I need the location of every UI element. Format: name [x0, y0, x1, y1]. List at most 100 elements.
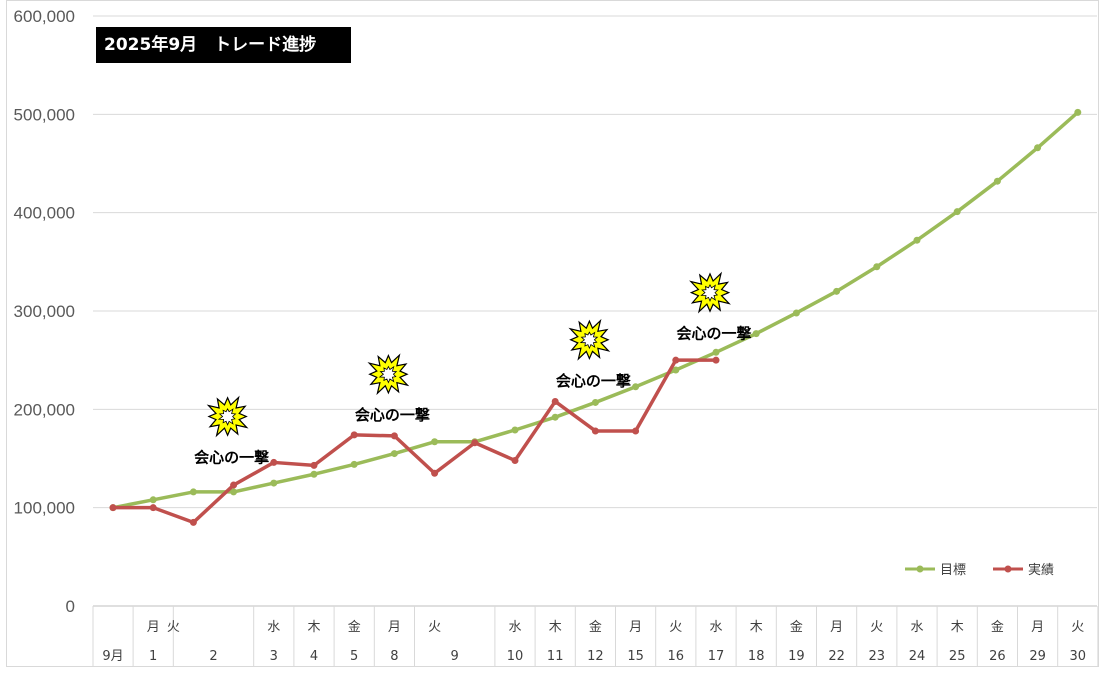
x-tick-label: 12 [587, 649, 604, 664]
x-tick-label: 25 [949, 649, 966, 664]
data-point [632, 427, 640, 435]
x-tick-label: 19 [788, 649, 805, 664]
data-point [350, 431, 358, 439]
x-weekday-label: 火 [1071, 620, 1084, 635]
data-point [672, 366, 680, 374]
x-weekday-label: 水 [709, 620, 722, 635]
x-weekday-label: 木 [307, 620, 320, 635]
y-tick-label: 400,000 [14, 204, 75, 223]
x-weekday-label: 火 [669, 620, 682, 635]
legend-marker [1004, 565, 1012, 573]
chart-area [6, 0, 1099, 667]
x-weekday-label: 月 [147, 620, 160, 635]
data-point [712, 356, 720, 364]
y-tick-label: 500,000 [14, 105, 75, 124]
x-weekday-label: 水 [267, 620, 280, 635]
data-point [752, 330, 760, 338]
data-point [189, 518, 197, 526]
data-point [390, 432, 398, 440]
x-tick-label: 29 [1029, 649, 1046, 664]
x-weekday-label: 水 [508, 620, 521, 635]
data-point [431, 438, 439, 446]
annotation-label: 会心の一撃 [355, 406, 430, 424]
data-point [712, 348, 720, 356]
x-tick-label: 10 [507, 649, 524, 664]
data-point [591, 427, 599, 435]
data-point [511, 426, 519, 434]
data-point [953, 208, 961, 216]
data-point [873, 263, 881, 271]
data-point [511, 456, 519, 464]
y-tick-label: 100,000 [14, 499, 75, 518]
x-tick-label: 18 [748, 649, 765, 664]
x-weekday-label: 金 [589, 619, 602, 635]
burst-icon-center [700, 284, 719, 302]
data-point [189, 488, 197, 496]
x-weekday-label: 金 [348, 619, 361, 635]
burst-icon-center [378, 365, 398, 384]
x-weekday-label: 金 [991, 619, 1004, 635]
data-point [270, 458, 278, 466]
x-tick-label: 11 [547, 649, 564, 664]
x-tick-label: 23 [869, 649, 886, 664]
x-weekday-label: 火 [870, 620, 883, 635]
y-tick-label: 300,000 [14, 302, 75, 321]
y-tick-label: 0 [66, 597, 75, 616]
x-tick-label: 9 [451, 649, 459, 664]
burst-icon-center [217, 408, 237, 426]
x-tick-label: 2 [209, 649, 217, 664]
annotation-label: 会心の一撃 [676, 325, 751, 343]
x-weekday-label: 月 [629, 620, 642, 635]
annotation-label: 会心の一撃 [194, 449, 269, 467]
y-tick-label: 200,000 [14, 400, 75, 419]
data-point [471, 439, 479, 447]
data-point [551, 413, 559, 421]
data-point [149, 496, 157, 504]
legend-label: 目標 [940, 563, 966, 578]
x-tick-label: 15 [627, 649, 644, 664]
data-point [270, 479, 278, 487]
x-weekday-label: 木 [750, 620, 763, 635]
data-point [993, 177, 1001, 185]
x-tick-label: 4 [310, 649, 318, 664]
x-tick-label: 24 [909, 649, 926, 664]
x-weekday-label: 木 [549, 620, 562, 635]
data-point [310, 461, 318, 469]
data-point [551, 397, 559, 405]
x-weekday-label: 月 [830, 620, 843, 635]
x-tick-label: 26 [989, 649, 1006, 664]
x-weekday-label: 月 [388, 620, 401, 635]
data-point [109, 504, 117, 512]
x-weekday-label: 火 [428, 620, 441, 635]
x-tick-label: 22 [828, 649, 845, 664]
data-point [310, 470, 318, 478]
x-tick-label: 5 [350, 649, 358, 664]
data-point [913, 236, 921, 244]
data-point [833, 287, 841, 295]
data-point [792, 309, 800, 317]
legend-label: 実績 [1028, 562, 1054, 578]
data-point [350, 460, 358, 468]
x-tick-label: 16 [668, 649, 685, 664]
data-point [632, 383, 640, 391]
data-point [591, 398, 599, 406]
data-point [149, 504, 157, 512]
x-tick-label: 8 [390, 649, 398, 664]
x-tick-label: 30 [1070, 649, 1087, 664]
data-point [431, 469, 439, 477]
x-weekday-label: 水 [910, 620, 923, 635]
x-tick-label: 3 [270, 649, 278, 664]
series-line-actual [111, 358, 718, 525]
data-point [230, 488, 238, 496]
legend-marker [916, 565, 924, 573]
data-point [1034, 144, 1042, 152]
y-tick-label: 600,000 [14, 7, 75, 26]
x-tick-label: 9月 [102, 649, 123, 664]
x-weekday-label: 火 [167, 620, 180, 635]
annotation-label: 会心の一撃 [556, 372, 631, 390]
chart-title: 2025年9月 トレード進捗 [96, 27, 351, 63]
x-tick-label: 1 [149, 649, 157, 664]
x-tick-label: 17 [708, 649, 725, 664]
data-point [1074, 108, 1082, 116]
